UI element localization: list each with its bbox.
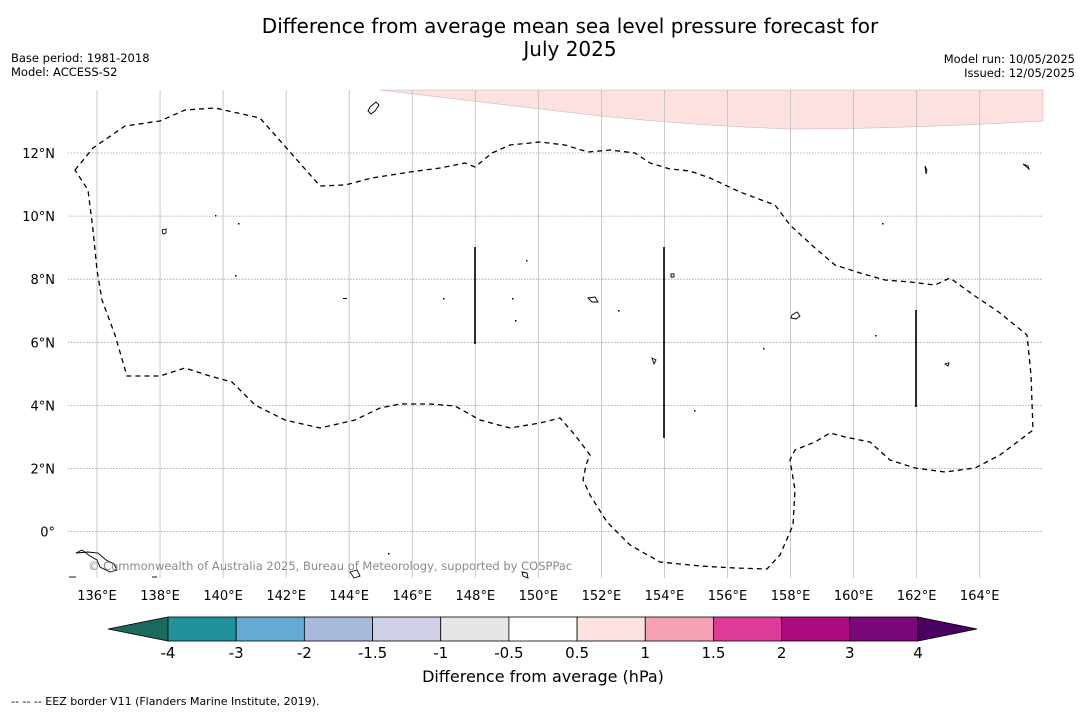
gridlines [68, 90, 1043, 578]
islands [69, 101, 1030, 579]
colorbar-tick: 1 [640, 644, 650, 662]
lat-label: 10°N [22, 210, 55, 225]
map-title-line1: Difference from average mean sea level p… [261, 14, 879, 38]
eez-border [74, 107, 1034, 570]
colorbar-segment [781, 616, 851, 642]
colorbar-title: Difference from average (hPa) [422, 667, 664, 686]
colorbar-segment [235, 616, 305, 642]
colorbar-tick: 2 [777, 644, 787, 662]
lon-label: 142°E [266, 589, 306, 604]
lon-label: 150°E [519, 589, 559, 604]
lat-label: 4°N [31, 399, 56, 414]
colorbar-tick: -1.5 [358, 644, 387, 662]
colorbar-segment [303, 616, 373, 642]
colorbar-extend-low [107, 616, 169, 642]
colorbar-tick: 3 [845, 644, 855, 662]
colorbar-tick: -2 [297, 644, 312, 662]
latitude-labels: 12°N 10°N 8°N 6°N 4°N 2°N 0° [22, 147, 55, 541]
meta-left: Base period: 1981-2018 Model: ACCESS-S2 [11, 51, 150, 79]
meta-right: Model run: 10/05/2025 Issued: 12/05/2025 [944, 52, 1075, 80]
colorbar-extend-high [917, 616, 978, 642]
lat-label: 12°N [22, 147, 55, 162]
base-period-text: Base period: 1981-2018 [11, 51, 150, 65]
lon-label: 164°E [960, 589, 1000, 604]
lat-label: 6°N [31, 336, 56, 351]
copyright-text: © Commonwealth of Australia 2025, Bureau… [88, 559, 572, 573]
lon-label: 140°E [203, 589, 243, 604]
island-dots [215, 215, 884, 555]
lon-label: 144°E [329, 589, 369, 604]
model-text: Model: ACCESS-S2 [11, 65, 118, 79]
lon-label: 136°E [77, 589, 117, 604]
lon-label: 152°E [582, 589, 622, 604]
lon-label: 154°E [645, 589, 685, 604]
model-run-text: Model run: 10/05/2025 [943, 52, 1075, 66]
issued-text: Issued: 12/05/2025 [964, 66, 1075, 80]
lon-label: 146°E [392, 589, 432, 604]
lon-label: 158°E [771, 589, 811, 604]
longitude-labels: 136°E 138°E 140°E 142°E 144°E 146°E 148°E 150°E… [77, 589, 999, 604]
colorbar-tick: -1 [433, 644, 448, 662]
map-title-line2: July 2025 [523, 37, 617, 61]
colorbar-segment [849, 616, 919, 642]
colorbar-tick: 4 [913, 644, 923, 662]
colorbar-segment [508, 616, 578, 642]
colorbar [107, 616, 978, 642]
colorbar-segment [440, 616, 510, 642]
lon-label: 138°E [140, 589, 180, 604]
colorbar-tick: 1.5 [702, 644, 726, 662]
colorbar-tick: -3 [229, 644, 244, 662]
lat-label: 2°N [31, 463, 56, 478]
anomaly-region-0.5-1 [379, 89, 1044, 130]
eez-legend-text: -- -- -- EEZ border V11 (Flanders Marine… [11, 695, 320, 708]
colorbar-tick: 0.5 [565, 644, 589, 662]
colorbar-segment [576, 616, 646, 642]
lon-label: 148°E [456, 589, 496, 604]
colorbar-tick: -4 [161, 644, 176, 662]
lat-label: 8°N [31, 273, 56, 288]
lon-label: 162°E [897, 589, 937, 604]
colorbar-tick-labels: -4 -3 -2 -1.5 -1 -0.5 0.5 1 1.5 2 3 4 [161, 644, 923, 662]
lon-label: 156°E [708, 589, 748, 604]
colorbar-segment [713, 616, 783, 642]
colorbar-segment [167, 616, 237, 642]
lon-label: 160°E [834, 589, 874, 604]
colorbar-tick: -0.5 [494, 644, 523, 662]
colorbar-segment [644, 616, 714, 642]
lat-label: 0° [40, 526, 55, 541]
colorbar-segment [372, 616, 442, 642]
boundary-segments [474, 247, 917, 438]
